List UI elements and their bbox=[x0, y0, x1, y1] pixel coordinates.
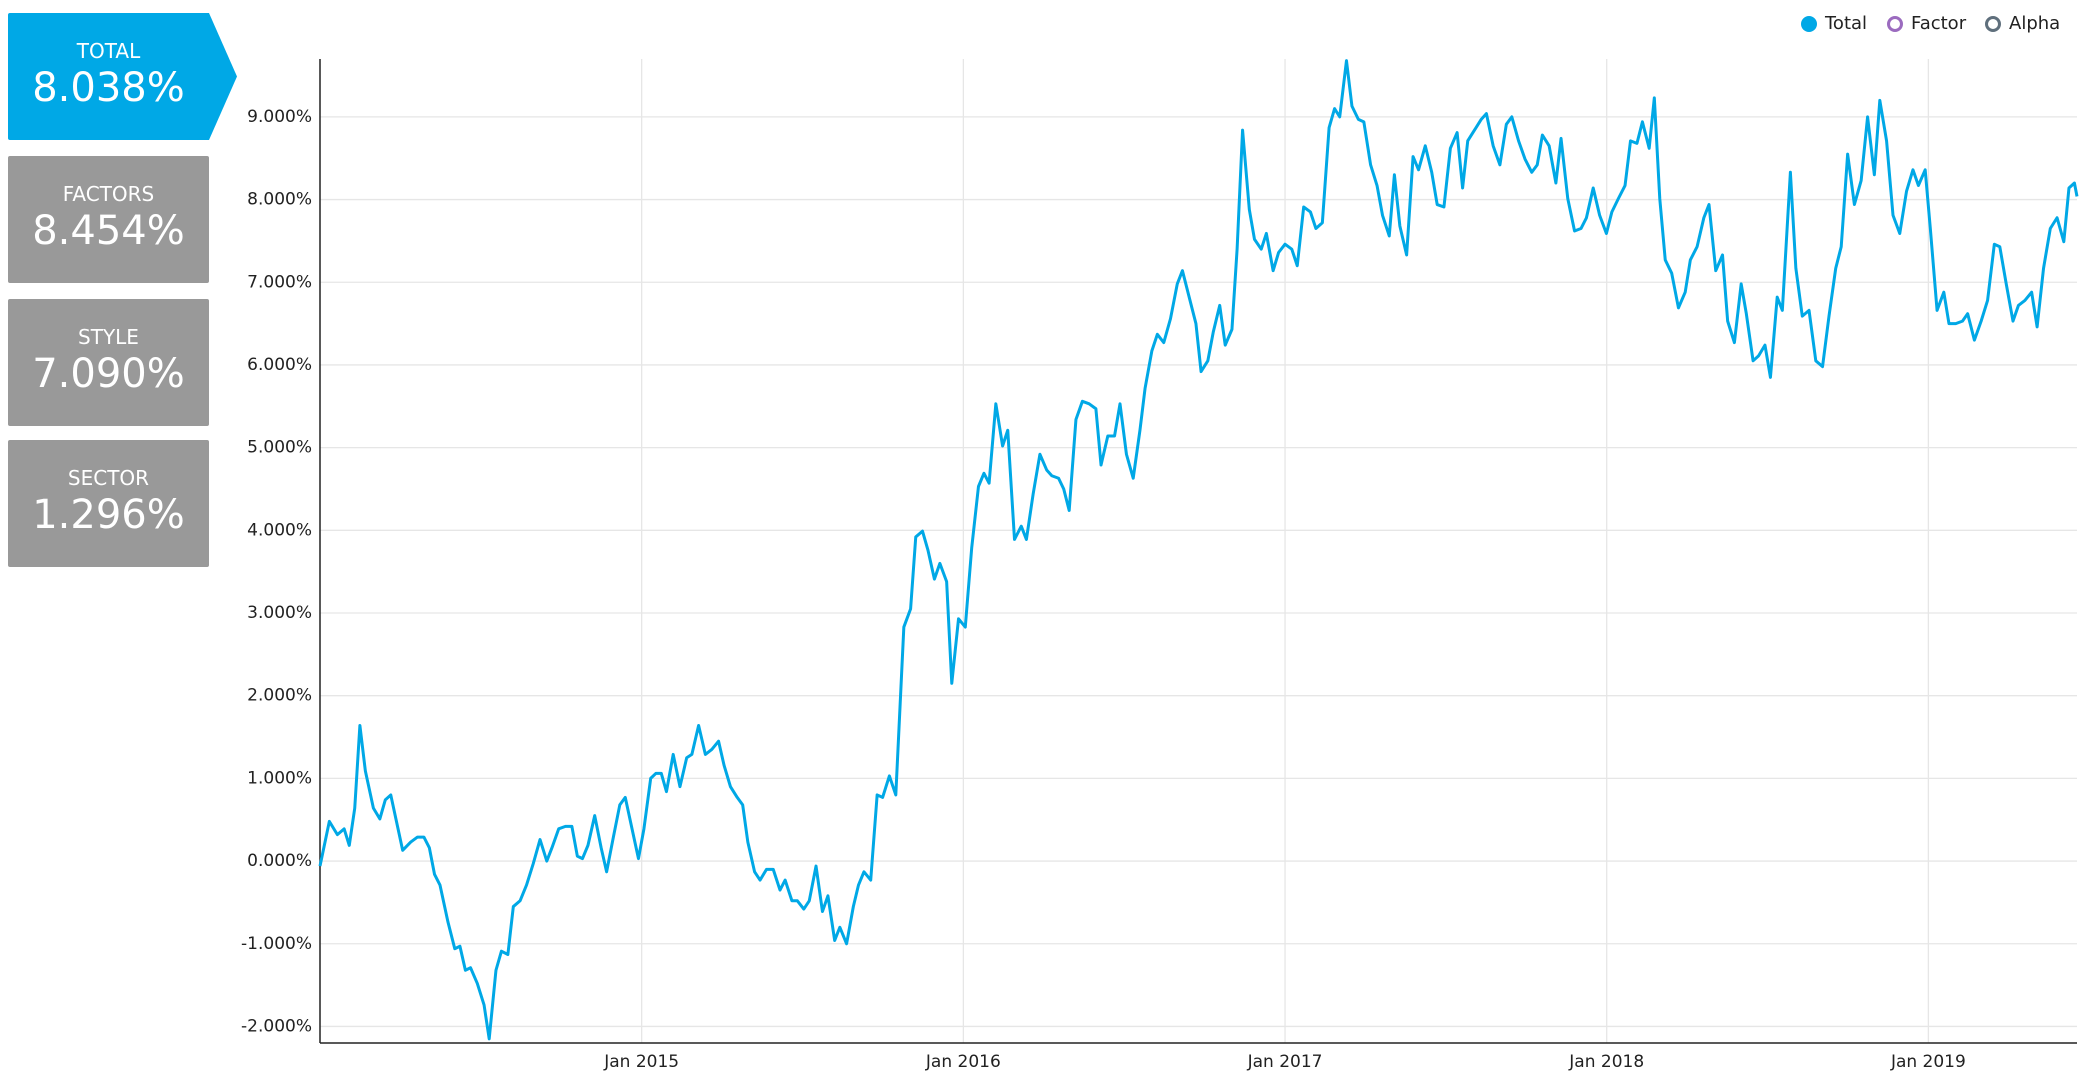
legend-item[interactable]: Alpha bbox=[1985, 13, 2061, 34]
x-tick-label: Jan 2017 bbox=[1247, 1052, 1323, 1072]
card-value: 1.296% bbox=[32, 492, 185, 538]
summary-card[interactable]: FACTORS 8.454% bbox=[8, 156, 209, 283]
legend-label: Factor bbox=[1911, 13, 1967, 34]
card-label: TOTAL bbox=[76, 39, 141, 63]
x-tick-label: Jan 2015 bbox=[603, 1052, 679, 1072]
x-tick-label: Jan 2019 bbox=[1890, 1052, 1966, 1072]
legend-item[interactable]: Total bbox=[1801, 13, 1867, 34]
y-tick-label: 7.000% bbox=[247, 272, 312, 292]
card-label: STYLE bbox=[78, 325, 139, 349]
y-tick-label: 8.000% bbox=[247, 190, 312, 210]
y-tick-label: 6.000% bbox=[247, 355, 312, 375]
y-tick-label: 9.000% bbox=[247, 107, 312, 127]
legend-label: Alpha bbox=[2009, 13, 2060, 34]
summary-card[interactable]: TOTAL 8.038% bbox=[8, 13, 237, 140]
legend-swatch bbox=[1985, 16, 2001, 32]
legend: Total Factor Alpha bbox=[1801, 13, 2060, 34]
legend-swatch bbox=[1887, 16, 1903, 32]
y-tick-label: 1.000% bbox=[247, 768, 312, 788]
y-tick-label: 5.000% bbox=[247, 438, 312, 458]
legend-label: Total bbox=[1824, 13, 1867, 34]
y-tick-label: 2.000% bbox=[247, 686, 312, 706]
y-tick-label: 0.000% bbox=[247, 851, 312, 871]
series-line bbox=[318, 59, 2079, 1041]
legend-swatch bbox=[1801, 16, 1817, 32]
y-tick-label: 4.000% bbox=[247, 520, 312, 540]
x-tick-label: Jan 2016 bbox=[925, 1052, 1001, 1072]
legend-item[interactable]: Factor bbox=[1887, 13, 1967, 34]
card-value: 8.454% bbox=[32, 208, 185, 254]
card-label: FACTORS bbox=[62, 182, 155, 206]
card-value: 7.090% bbox=[32, 351, 185, 397]
y-tick-label: -2.000% bbox=[241, 1016, 312, 1036]
x-tick-label: Jan 2018 bbox=[1568, 1052, 1644, 1072]
card-label: SECTOR bbox=[67, 466, 150, 490]
y-tick-label: 3.000% bbox=[247, 603, 312, 623]
y-tick-label: -1.000% bbox=[241, 934, 312, 954]
summary-card[interactable]: STYLE 7.090% bbox=[8, 299, 209, 426]
summary-card[interactable]: SECTOR 1.296% bbox=[8, 440, 209, 567]
card-value: 8.038% bbox=[32, 65, 185, 111]
